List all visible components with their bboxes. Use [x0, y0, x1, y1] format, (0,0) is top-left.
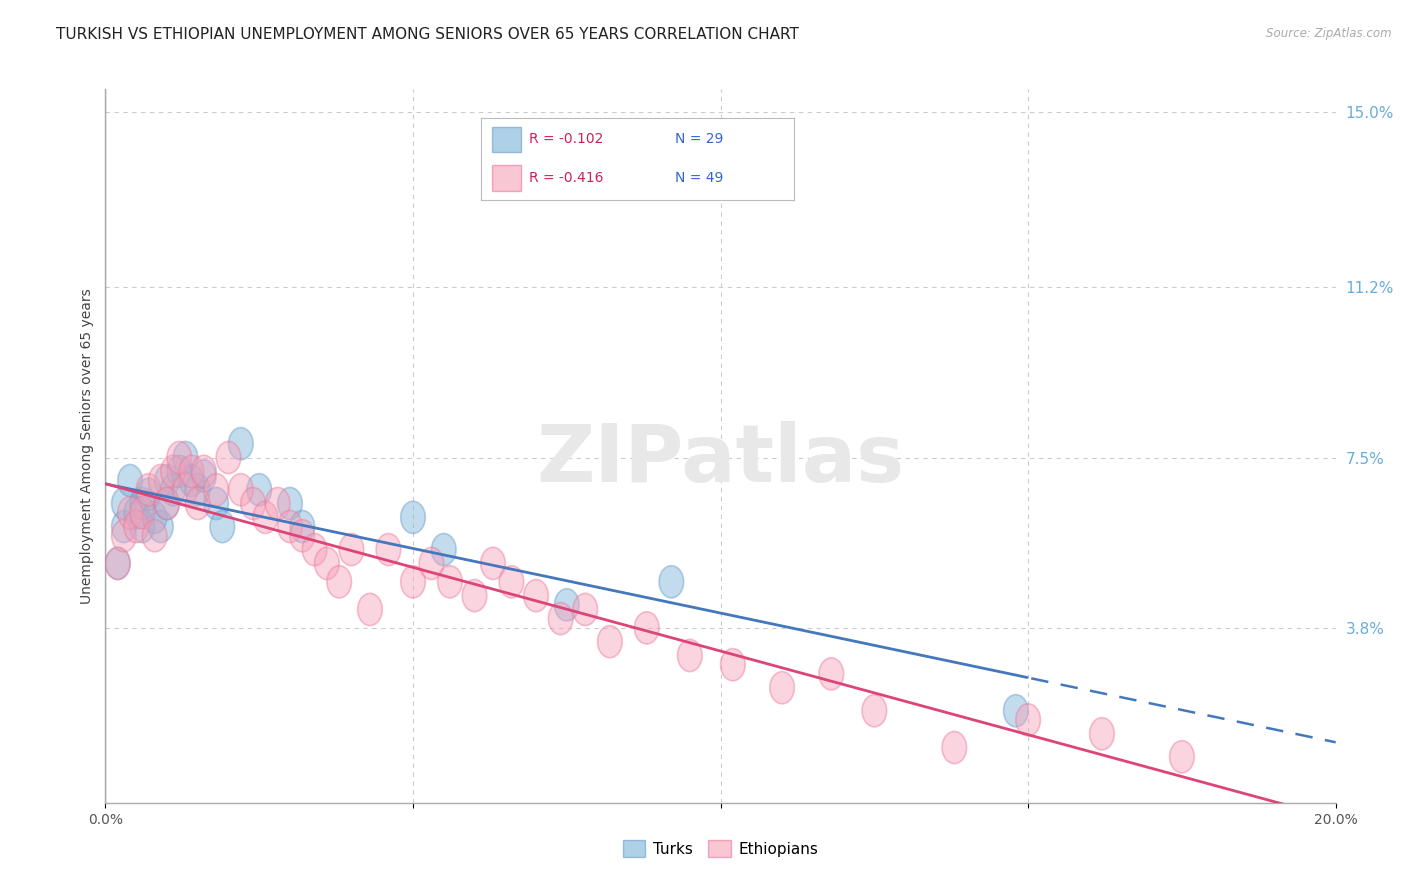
Ellipse shape	[111, 487, 136, 520]
Ellipse shape	[598, 625, 623, 657]
Ellipse shape	[180, 455, 204, 487]
Text: TURKISH VS ETHIOPIAN UNEMPLOYMENT AMONG SENIORS OVER 65 YEARS CORRELATION CHART: TURKISH VS ETHIOPIAN UNEMPLOYMENT AMONG …	[56, 27, 799, 42]
Ellipse shape	[770, 672, 794, 704]
Ellipse shape	[111, 510, 136, 542]
Ellipse shape	[118, 497, 142, 529]
Ellipse shape	[136, 478, 160, 510]
Ellipse shape	[278, 487, 302, 520]
Ellipse shape	[228, 474, 253, 506]
Ellipse shape	[228, 427, 253, 459]
Ellipse shape	[401, 501, 426, 533]
Ellipse shape	[180, 465, 204, 497]
Ellipse shape	[1090, 718, 1115, 750]
Ellipse shape	[634, 612, 659, 644]
Y-axis label: Unemployment Among Seniors over 65 years: Unemployment Among Seniors over 65 years	[80, 288, 94, 604]
Ellipse shape	[124, 497, 149, 529]
Ellipse shape	[204, 474, 229, 506]
Ellipse shape	[315, 548, 339, 580]
Ellipse shape	[554, 589, 579, 621]
Ellipse shape	[401, 566, 426, 598]
Ellipse shape	[290, 520, 315, 552]
Ellipse shape	[326, 566, 352, 598]
Ellipse shape	[524, 580, 548, 612]
Ellipse shape	[942, 731, 967, 764]
Ellipse shape	[131, 487, 155, 520]
Ellipse shape	[721, 648, 745, 681]
Ellipse shape	[167, 455, 191, 487]
Ellipse shape	[155, 465, 180, 497]
Ellipse shape	[142, 501, 167, 533]
Ellipse shape	[437, 566, 463, 598]
Ellipse shape	[191, 459, 217, 492]
Ellipse shape	[240, 487, 266, 520]
Ellipse shape	[131, 510, 155, 542]
Ellipse shape	[247, 474, 271, 506]
Ellipse shape	[136, 474, 160, 506]
Ellipse shape	[173, 442, 198, 474]
Ellipse shape	[357, 593, 382, 625]
Ellipse shape	[142, 520, 167, 552]
Ellipse shape	[419, 548, 444, 580]
Ellipse shape	[191, 455, 217, 487]
Ellipse shape	[124, 510, 149, 542]
Ellipse shape	[678, 640, 702, 672]
Ellipse shape	[155, 487, 180, 520]
Text: Source: ZipAtlas.com: Source: ZipAtlas.com	[1267, 27, 1392, 40]
Ellipse shape	[659, 566, 683, 598]
Ellipse shape	[186, 487, 209, 520]
Ellipse shape	[463, 580, 486, 612]
Ellipse shape	[818, 657, 844, 690]
Ellipse shape	[481, 548, 505, 580]
Ellipse shape	[278, 510, 302, 542]
Legend: Turks, Ethiopians: Turks, Ethiopians	[616, 834, 825, 863]
Ellipse shape	[160, 455, 186, 487]
Text: ZIPatlas: ZIPatlas	[537, 421, 904, 500]
Ellipse shape	[149, 510, 173, 542]
Ellipse shape	[253, 501, 278, 533]
Ellipse shape	[186, 474, 209, 506]
Ellipse shape	[290, 510, 315, 542]
Ellipse shape	[118, 465, 142, 497]
Ellipse shape	[499, 566, 524, 598]
Ellipse shape	[167, 442, 191, 474]
Ellipse shape	[105, 548, 131, 580]
Ellipse shape	[111, 520, 136, 552]
Ellipse shape	[432, 533, 456, 566]
Ellipse shape	[1170, 740, 1194, 772]
Ellipse shape	[548, 602, 574, 635]
Ellipse shape	[1015, 704, 1040, 736]
Ellipse shape	[302, 533, 328, 566]
Ellipse shape	[149, 465, 173, 497]
Ellipse shape	[160, 474, 186, 506]
Ellipse shape	[862, 695, 887, 727]
Ellipse shape	[574, 593, 598, 625]
Ellipse shape	[377, 533, 401, 566]
Ellipse shape	[217, 442, 240, 474]
Ellipse shape	[209, 510, 235, 542]
Ellipse shape	[131, 497, 155, 529]
Ellipse shape	[173, 474, 198, 506]
Ellipse shape	[339, 533, 364, 566]
Ellipse shape	[155, 487, 180, 520]
Ellipse shape	[204, 487, 229, 520]
Ellipse shape	[1004, 695, 1028, 727]
Ellipse shape	[105, 548, 131, 580]
Ellipse shape	[266, 487, 290, 520]
